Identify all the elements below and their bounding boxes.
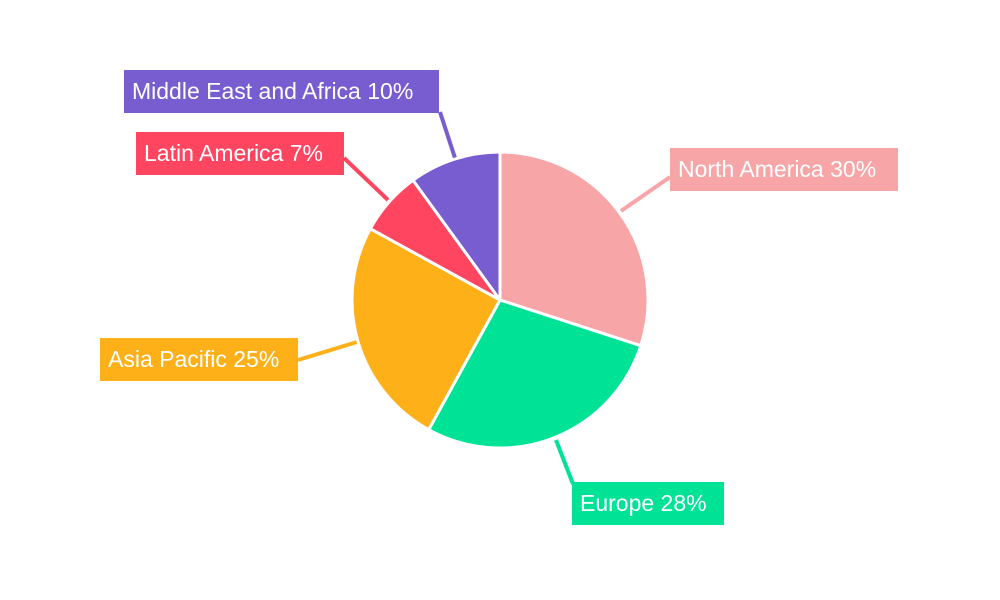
pie-slices: [350, 150, 650, 450]
slice-asia-pacific[interactable]: [350, 227, 502, 432]
slice-europe[interactable]: [427, 298, 643, 450]
label-north-america[interactable]: North America 30%: [670, 148, 898, 191]
leader-line-north-america: [619, 175, 672, 213]
label-middle-east-africa[interactable]: Middle East and Africa 10%: [124, 70, 439, 113]
leader-line-latin-america: [342, 156, 390, 202]
label-asia-pacific[interactable]: Asia Pacific 25%: [100, 338, 298, 381]
slice-middle-east-and-africa[interactable]: [411, 150, 502, 302]
leader-line-asia-pacific: [297, 340, 358, 362]
leader-lines: [297, 111, 672, 485]
label-europe[interactable]: Europe 28%: [572, 482, 724, 525]
label-latin-america[interactable]: Latin America 7%: [136, 132, 344, 175]
leader-line-europe: [554, 439, 575, 485]
leader-line-middle-east-and-africa: [438, 111, 457, 159]
slice-north-america[interactable]: [498, 150, 650, 348]
